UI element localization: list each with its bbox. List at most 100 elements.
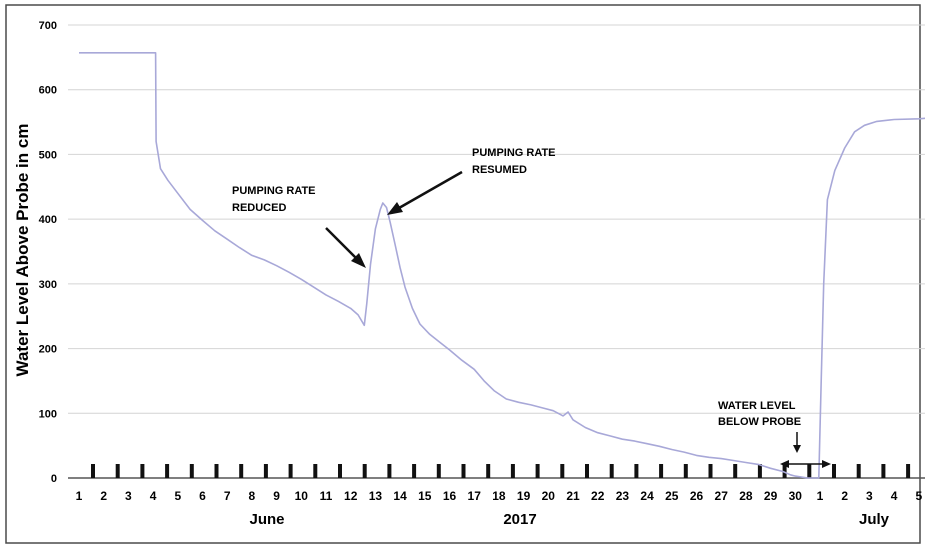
annotation-water-level-below-probe: WATER LEVEL BELOW PROBE <box>718 400 831 468</box>
x-day-label-25: 25 <box>665 489 679 503</box>
day-marker-8 <box>263 464 268 478</box>
x-day-label-24: 24 <box>640 489 654 503</box>
day-marker-16 <box>461 464 466 478</box>
x-day-label-17: 17 <box>468 489 482 503</box>
annotation-resumed-arrowhead <box>387 202 403 215</box>
day-marker-14 <box>412 464 417 478</box>
day-marker-1 <box>91 464 95 478</box>
x-day-label-18: 18 <box>492 489 506 503</box>
annotation-pumping-rate-resumed: PUMPING RATE RESUMED <box>387 147 556 215</box>
x-day-label-33: 3 <box>866 489 873 503</box>
x-day-label-9: 9 <box>273 489 280 503</box>
x-day-label-35: 5 <box>915 489 922 503</box>
x-day-label-8: 8 <box>249 489 256 503</box>
annotation-resumed-arrow <box>398 170 463 210</box>
x-day-label-19: 19 <box>517 489 531 503</box>
annotation-pumping-rate-reduced: PUMPING RATE REDUCED <box>232 185 366 268</box>
x-day-label-3: 3 <box>125 489 132 503</box>
x-group-label-2: July <box>859 511 890 528</box>
annotation-reduced-arrow <box>325 227 357 259</box>
x-day-label-1: 1 <box>76 489 83 503</box>
day-marker-12 <box>362 464 367 478</box>
day-marker-26 <box>708 464 713 478</box>
x-day-label-26: 26 <box>690 489 704 503</box>
day-markers <box>91 464 911 478</box>
x-day-label-21: 21 <box>566 489 580 503</box>
day-marker-10 <box>313 464 318 478</box>
x-day-label-12: 12 <box>344 489 358 503</box>
x-group-label-1: 2017 <box>503 511 536 528</box>
day-marker-7 <box>239 464 244 478</box>
y-tick-label-600: 600 <box>39 85 57 97</box>
y-tick-label-100: 100 <box>39 408 57 420</box>
day-marker-17 <box>486 464 491 478</box>
x-day-label-32: 2 <box>841 489 848 503</box>
day-marker-34 <box>906 464 911 478</box>
y-tick-label-400: 400 <box>39 214 57 226</box>
day-marker-33 <box>881 464 886 478</box>
series-layer <box>79 51 925 479</box>
annotation-resumed-line-2: RESUMED <box>472 164 527 176</box>
x-day-label-13: 13 <box>369 489 383 503</box>
x-day-label-2: 2 <box>100 489 107 503</box>
day-marker-18 <box>510 464 515 478</box>
day-marker-21 <box>585 464 589 478</box>
x-day-label-31: 1 <box>817 489 824 503</box>
x-day-label-34: 4 <box>891 489 898 503</box>
day-marker-19 <box>535 464 540 478</box>
y-tick-label-200: 200 <box>39 344 57 356</box>
annotation-below-line-2: BELOW PROBE <box>718 416 801 428</box>
x-day-label-6: 6 <box>199 489 206 503</box>
day-marker-24 <box>659 464 664 478</box>
day-marker-15 <box>436 464 441 478</box>
y-tick-label-300: 300 <box>39 279 57 291</box>
x-day-label-20: 20 <box>542 489 556 503</box>
day-marker-2 <box>115 464 120 478</box>
day-marker-4 <box>165 464 170 478</box>
annotation-below-left-arrowhead <box>780 460 789 468</box>
x-day-label-11: 11 <box>320 489 333 503</box>
day-marker-31 <box>832 464 836 478</box>
day-marker-6 <box>214 464 219 478</box>
annotation-reduced-arrowhead <box>351 253 366 268</box>
y-axis-label: Water Level Above Probe in cm <box>13 124 32 377</box>
day-marker-27 <box>733 464 738 478</box>
day-marker-25 <box>683 464 688 478</box>
x-day-label-4: 4 <box>150 489 157 503</box>
day-marker-5 <box>189 464 194 478</box>
x-day-label-27: 27 <box>715 489 729 503</box>
x-day-label-16: 16 <box>443 489 457 503</box>
annotation-resumed-line-1: PUMPING RATE <box>472 147 556 159</box>
day-marker-28 <box>757 464 762 478</box>
annotation-reduced-line-1: PUMPING RATE <box>232 185 316 197</box>
x-day-label-15: 15 <box>418 489 432 503</box>
gridlines <box>68 24 925 414</box>
y-tick-label-500: 500 <box>39 149 57 161</box>
series-line-0 <box>79 51 925 479</box>
x-day-label-22: 22 <box>591 489 605 503</box>
annotation-below-line-1: WATER LEVEL <box>718 400 796 412</box>
day-marker-20 <box>560 464 565 478</box>
x-day-label-10: 10 <box>295 489 309 503</box>
x-day-label-29: 29 <box>764 489 778 503</box>
annotation-below-down-arrowhead <box>793 445 801 453</box>
x-day-label-14: 14 <box>393 489 407 503</box>
x-day-label-5: 5 <box>174 489 181 503</box>
day-marker-13 <box>387 464 392 478</box>
day-marker-23 <box>634 464 639 478</box>
chart-border <box>5 4 921 544</box>
x-group-label-0: June <box>249 511 284 528</box>
y-tick-label-0: 0 <box>51 473 57 485</box>
day-marker-3 <box>140 464 145 478</box>
annotation-below-right-arrowhead <box>822 460 831 468</box>
x-day-label-23: 23 <box>616 489 630 503</box>
y-axis-ticks: 0 100 200 300 400 500 600 700 <box>39 20 57 485</box>
x-day-label-30: 30 <box>789 489 803 503</box>
x-day-label-28: 28 <box>739 489 753 503</box>
day-marker-22 <box>609 464 614 478</box>
annotation-reduced-line-2: REDUCED <box>232 202 286 214</box>
x-day-label-7: 7 <box>224 489 231 503</box>
day-marker-29 <box>782 464 787 478</box>
y-tick-label-700: 700 <box>39 20 57 32</box>
